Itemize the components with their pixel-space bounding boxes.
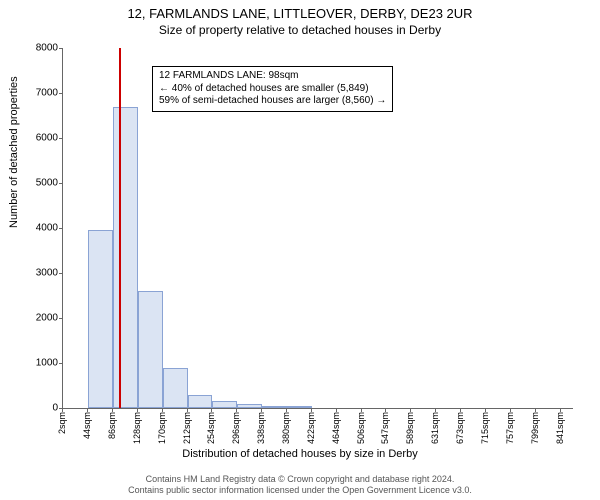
chart-subtitle: Size of property relative to detached ho… bbox=[0, 21, 600, 37]
y-tick-label: 0 bbox=[18, 403, 58, 414]
y-tick-mark bbox=[59, 273, 63, 274]
y-tick-label: 3000 bbox=[18, 268, 58, 279]
x-tick-label: 547sqm bbox=[380, 412, 390, 444]
x-axis-label: Distribution of detached houses by size … bbox=[0, 448, 600, 460]
y-axis-label: Number of detached properties bbox=[8, 76, 20, 228]
x-tick-label: 338sqm bbox=[256, 412, 266, 444]
x-tick-label: 673sqm bbox=[455, 412, 465, 444]
x-tick-label: 170sqm bbox=[157, 412, 167, 444]
reference-line bbox=[119, 48, 121, 408]
annotation-line-2: ← 40% of detached houses are smaller (5,… bbox=[159, 83, 386, 96]
y-tick-mark bbox=[59, 318, 63, 319]
x-tick-label: 841sqm bbox=[555, 412, 565, 444]
y-tick-mark bbox=[59, 183, 63, 184]
plot-wrap: 12 FARMLANDS LANE: 98sqm ← 40% of detach… bbox=[62, 48, 572, 408]
footer-line-2: Contains public sector information licen… bbox=[0, 485, 600, 496]
y-tick-label: 7000 bbox=[18, 88, 58, 99]
histogram-bar bbox=[163, 368, 188, 409]
x-tick-label: 86sqm bbox=[107, 412, 117, 439]
x-tick-label: 715sqm bbox=[480, 412, 490, 444]
y-tick-mark bbox=[59, 228, 63, 229]
histogram-bar bbox=[113, 107, 138, 409]
histogram-bar bbox=[262, 406, 287, 408]
footer-line-1: Contains HM Land Registry data © Crown c… bbox=[0, 474, 600, 485]
y-tick-label: 5000 bbox=[18, 178, 58, 189]
histogram-bar bbox=[138, 291, 163, 408]
y-tick-label: 1000 bbox=[18, 358, 58, 369]
y-tick-label: 8000 bbox=[18, 43, 58, 54]
y-tick-mark bbox=[59, 138, 63, 139]
x-tick-label: 589sqm bbox=[405, 412, 415, 444]
x-tick-label: 128sqm bbox=[132, 412, 142, 444]
chart-container: 12, FARMLANDS LANE, LITTLEOVER, DERBY, D… bbox=[0, 0, 600, 500]
y-tick-mark bbox=[59, 363, 63, 364]
y-tick-mark bbox=[59, 93, 63, 94]
x-tick-label: 631sqm bbox=[430, 412, 440, 444]
histogram-bar bbox=[212, 401, 237, 408]
chart-title: 12, FARMLANDS LANE, LITTLEOVER, DERBY, D… bbox=[0, 0, 600, 21]
footer: Contains HM Land Registry data © Crown c… bbox=[0, 474, 600, 496]
annotation-box: 12 FARMLANDS LANE: 98sqm ← 40% of detach… bbox=[152, 66, 393, 112]
histogram-bar bbox=[237, 404, 262, 408]
x-tick-label: 799sqm bbox=[530, 412, 540, 444]
x-tick-label: 464sqm bbox=[331, 412, 341, 444]
y-tick-label: 4000 bbox=[18, 223, 58, 234]
histogram-bar bbox=[88, 230, 113, 408]
y-tick-label: 6000 bbox=[18, 133, 58, 144]
histogram-bar bbox=[287, 406, 312, 408]
y-tick-label: 2000 bbox=[18, 313, 58, 324]
histogram-bar bbox=[188, 395, 213, 409]
x-tick-label: 757sqm bbox=[505, 412, 515, 444]
y-tick-mark bbox=[59, 48, 63, 49]
annotation-line-1: 12 FARMLANDS LANE: 98sqm bbox=[159, 70, 386, 83]
x-tick-label: 212sqm bbox=[182, 412, 192, 444]
x-tick-label: 506sqm bbox=[356, 412, 366, 444]
x-tick-label: 2sqm bbox=[57, 412, 67, 434]
x-tick-label: 44sqm bbox=[82, 412, 92, 439]
x-tick-label: 296sqm bbox=[231, 412, 241, 444]
x-tick-label: 380sqm bbox=[281, 412, 291, 444]
annotation-line-3: 59% of semi-detached houses are larger (… bbox=[159, 95, 386, 108]
x-tick-label: 422sqm bbox=[306, 412, 316, 444]
x-tick-label: 254sqm bbox=[206, 412, 216, 444]
